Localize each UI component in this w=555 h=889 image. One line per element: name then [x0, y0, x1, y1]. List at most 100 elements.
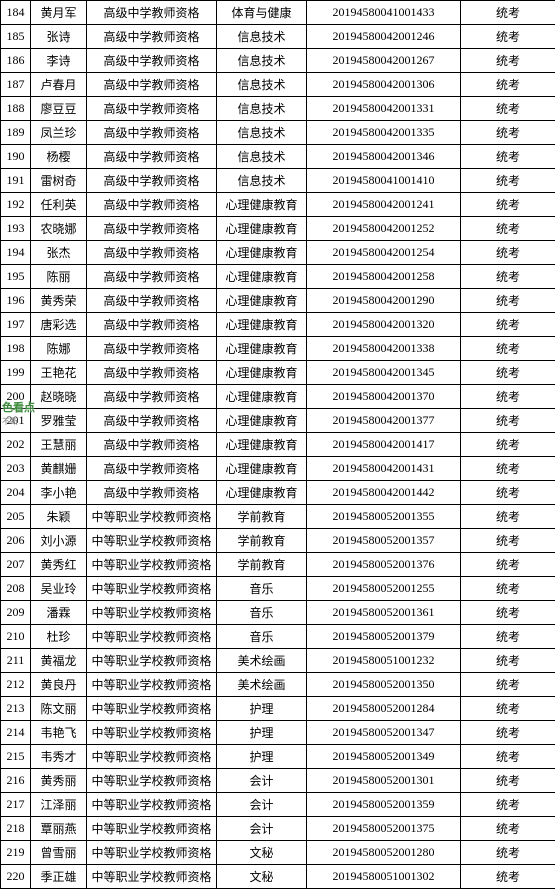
cell-subj: 护理	[217, 745, 307, 769]
cell-exam: 统考	[461, 721, 555, 745]
table-row: 215韦秀才中等职业学校教师资格护理20194580052001349统考	[1, 745, 555, 769]
cell-subj: 护理	[217, 697, 307, 721]
cell-subj: 信息技术	[217, 121, 307, 145]
cell-qual: 中等职业学校教师资格	[87, 649, 217, 673]
cell-subj: 信息技术	[217, 145, 307, 169]
cell-cert: 20194580052001350	[307, 673, 461, 697]
cell-qual: 中等职业学校教师资格	[87, 745, 217, 769]
table-row: 190杨樱高级中学教师资格信息技术20194580042001346统考	[1, 145, 555, 169]
cell-id: 214	[1, 721, 31, 745]
cell-id: 205	[1, 505, 31, 529]
cell-cert: 20194580042001431	[307, 457, 461, 481]
cell-id: 220	[1, 865, 31, 889]
cell-name: 潘霖	[31, 601, 87, 625]
cell-qual: 中等职业学校教师资格	[87, 769, 217, 793]
cell-exam: 统考	[461, 841, 555, 865]
cell-name: 黄秀荣	[31, 289, 87, 313]
cell-exam: 统考	[461, 793, 555, 817]
cell-qual: 高级中学教师资格	[87, 313, 217, 337]
cell-qual: 高级中学教师资格	[87, 481, 217, 505]
cell-qual: 中等职业学校教师资格	[87, 553, 217, 577]
cell-qual: 中等职业学校教师资格	[87, 697, 217, 721]
cell-cert: 20194580051001232	[307, 649, 461, 673]
cell-id: 218	[1, 817, 31, 841]
cell-name: 黄月军	[31, 1, 87, 25]
cell-qual: 中等职业学校教师资格	[87, 601, 217, 625]
cell-subj: 心理健康教育	[217, 409, 307, 433]
cell-exam: 统考	[461, 289, 555, 313]
cell-name: 陈丽	[31, 265, 87, 289]
table-row: 203黄麒姗高级中学教师资格心理健康教育20194580042001431统考	[1, 457, 555, 481]
cell-qual: 高级中学教师资格	[87, 97, 217, 121]
cell-exam: 统考	[461, 577, 555, 601]
cell-subj: 体育与健康	[217, 1, 307, 25]
table-row: 193农晓娜高级中学教师资格心理健康教育20194580042001252统考	[1, 217, 555, 241]
cell-exam: 统考	[461, 769, 555, 793]
cell-name: 王艳花	[31, 361, 87, 385]
cell-id: 200	[1, 385, 31, 409]
cell-cert: 20194580042001290	[307, 289, 461, 313]
cell-qual: 高级中学教师资格	[87, 289, 217, 313]
cell-id: 189	[1, 121, 31, 145]
cell-exam: 统考	[461, 1, 555, 25]
table-row: 220季正雄中等职业学校教师资格文秘20194580051001302统考	[1, 865, 555, 889]
cell-subj: 心理健康教育	[217, 385, 307, 409]
cell-subj: 心理健康教育	[217, 265, 307, 289]
cell-name: 黄秀红	[31, 553, 87, 577]
cell-id: 204	[1, 481, 31, 505]
table-row: 219曾雪丽中等职业学校教师资格文秘20194580052001280统考	[1, 841, 555, 865]
cell-exam: 统考	[461, 361, 555, 385]
cell-id: 202	[1, 433, 31, 457]
cell-name: 黄麒姗	[31, 457, 87, 481]
cell-cert: 20194580042001331	[307, 97, 461, 121]
cell-cert: 20194580052001379	[307, 625, 461, 649]
cell-qual: 中等职业学校教师资格	[87, 505, 217, 529]
cell-name: 曾雪丽	[31, 841, 87, 865]
table-row: 200赵晓晓高级中学教师资格心理健康教育20194580042001370统考	[1, 385, 555, 409]
cell-exam: 统考	[461, 649, 555, 673]
cell-name: 吴业玲	[31, 577, 87, 601]
cell-id: 187	[1, 73, 31, 97]
cell-id: 209	[1, 601, 31, 625]
cell-cert: 20194580042001377	[307, 409, 461, 433]
cell-name: 黄福龙	[31, 649, 87, 673]
cell-cert: 20194580052001375	[307, 817, 461, 841]
table-row: 188廖豆豆高级中学教师资格信息技术20194580042001331统考	[1, 97, 555, 121]
table-row: 214韦艳飞中等职业学校教师资格护理20194580052001347统考	[1, 721, 555, 745]
cell-cert: 20194580052001355	[307, 505, 461, 529]
cell-subj: 美术绘画	[217, 649, 307, 673]
cell-id: 201	[1, 409, 31, 433]
cell-cert: 20194580042001338	[307, 337, 461, 361]
cell-id: 184	[1, 1, 31, 25]
cell-subj: 心理健康教育	[217, 457, 307, 481]
cell-exam: 统考	[461, 481, 555, 505]
cell-id: 217	[1, 793, 31, 817]
cell-subj: 心理健康教育	[217, 217, 307, 241]
cell-name: 卢春月	[31, 73, 87, 97]
cell-cert: 20194580041001410	[307, 169, 461, 193]
table-row: 205朱颖中等职业学校教师资格学前教育20194580052001355统考	[1, 505, 555, 529]
cell-subj: 信息技术	[217, 97, 307, 121]
cell-name: 农晓娜	[31, 217, 87, 241]
cell-subj: 心理健康教育	[217, 193, 307, 217]
cell-name: 王慧丽	[31, 433, 87, 457]
cell-qual: 高级中学教师资格	[87, 241, 217, 265]
cell-cert: 20194580052001357	[307, 529, 461, 553]
cell-exam: 统考	[461, 505, 555, 529]
cell-cert: 20194580042001346	[307, 145, 461, 169]
cell-cert: 20194580042001306	[307, 73, 461, 97]
cell-cert: 20194580042001258	[307, 265, 461, 289]
cell-cert: 20194580042001335	[307, 121, 461, 145]
cell-qual: 中等职业学校教师资格	[87, 841, 217, 865]
cell-cert: 20194580052001347	[307, 721, 461, 745]
cell-subj: 心理健康教育	[217, 337, 307, 361]
cell-exam: 统考	[461, 529, 555, 553]
cell-name: 赵晓晓	[31, 385, 87, 409]
cell-exam: 统考	[461, 121, 555, 145]
cell-id: 207	[1, 553, 31, 577]
table-row: 212黄良丹中等职业学校教师资格美术绘画20194580052001350统考	[1, 673, 555, 697]
table-row: 201罗雅莹高级中学教师资格心理健康教育20194580042001377统考	[1, 409, 555, 433]
cell-subj: 信息技术	[217, 73, 307, 97]
cell-exam: 统考	[461, 265, 555, 289]
cell-id: 212	[1, 673, 31, 697]
